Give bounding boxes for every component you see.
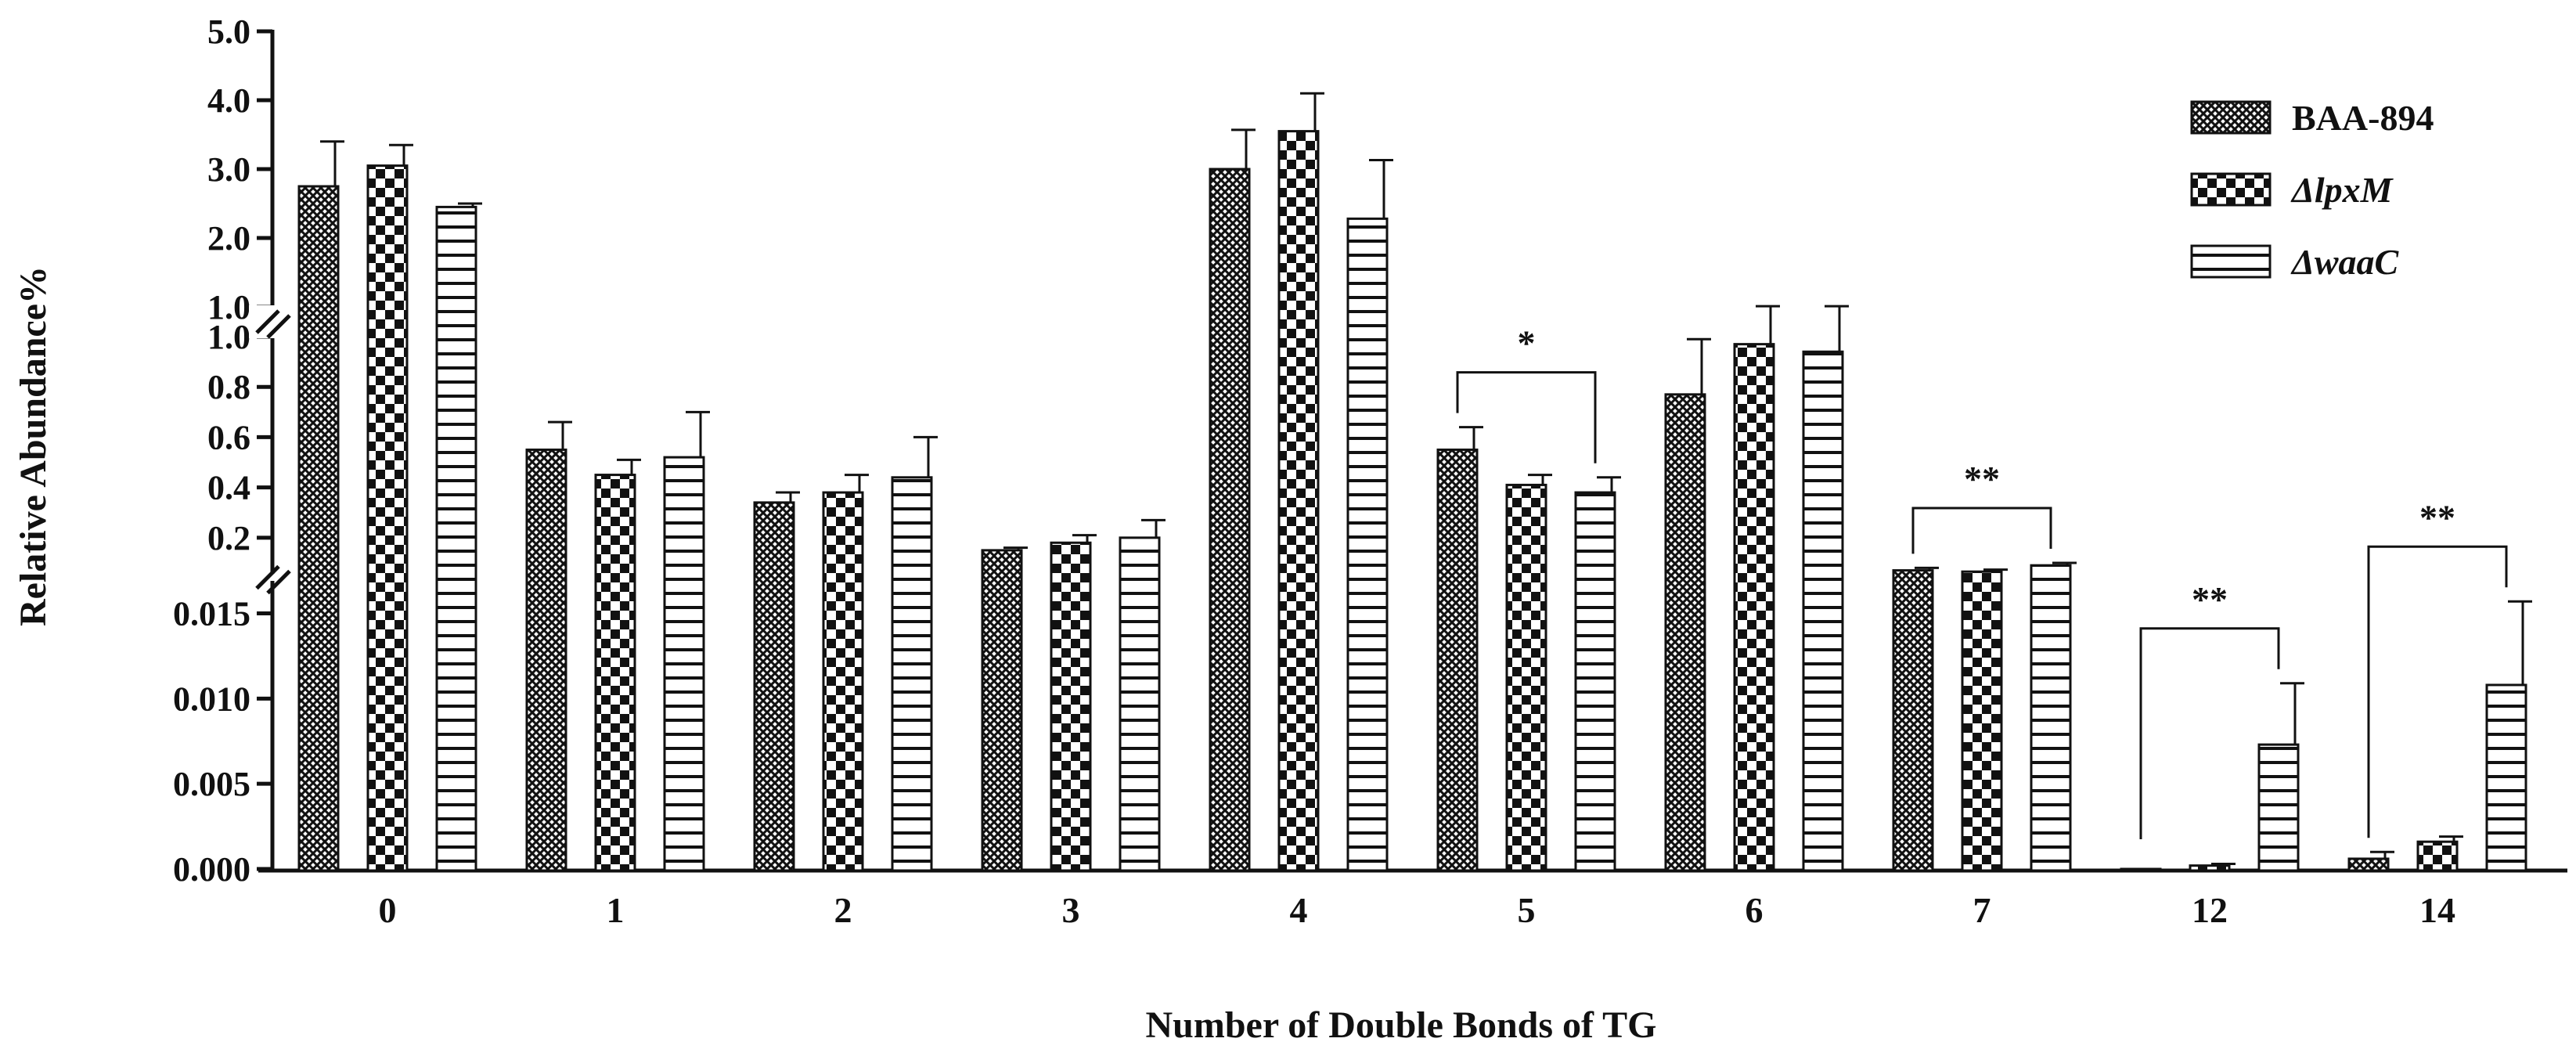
bar [2120,867,2162,872]
legend-label: BAA-894 [2292,98,2434,138]
y-tick-label: 1.0 [207,288,250,326]
bar [663,456,705,872]
bar [1892,569,1934,872]
bar [297,185,340,872]
axis-break-mark [255,309,280,334]
bars [297,130,2527,872]
bar [1505,483,1547,872]
x-tick-label: 4 [1290,890,1308,930]
bar [2485,683,2527,872]
bar [1436,448,1479,872]
x-tick-label: 14 [2419,890,2455,930]
legend: BAA-894 ΔlpxM ΔwaaC [2190,98,2434,282]
bar [2257,743,2300,872]
significance-brackets: ******* [1456,323,2508,839]
y-tick-label: 0.015 [173,595,250,633]
x-tick-label: 0 [379,890,397,930]
x-tick-label: 3 [1062,890,1080,930]
axis-break-mark [266,314,291,339]
x-tick-labels: 0 1 2 3 4 5 6 7 12 14 [379,890,2456,930]
x-tick-label: 5 [1518,890,1536,930]
bar [1574,491,1616,872]
y-tick-label: 2.0 [207,219,250,258]
significance-bracket [1911,507,2052,554]
bar [1119,536,1161,872]
bar [2189,864,2231,872]
axis-break-mark [266,569,291,595]
x-tick-label: 12 [2192,890,2228,930]
axes: 0.000 0.005 0.010 0.015 0.2 0.4 0.6 0.8 1.01.0 2.… [173,13,2567,889]
significance-bracket [2139,627,2280,839]
x-axis-label: Number of Double Bonds of TG [1145,1004,1656,1046]
legend-label: ΔlpxM [2290,170,2394,210]
significance-label: ** [1964,459,2000,499]
y-tick-label: 0.2 [207,519,250,557]
axis-break-gap [249,574,296,581]
error-bars [320,92,2532,866]
y-axis-label: Relative Abundance% [13,266,54,626]
bar [525,448,567,872]
significance-label: ** [2192,579,2228,619]
bar [753,501,795,872]
axis-break-mark [255,564,280,590]
significance-label: * [1518,323,1536,363]
bar [981,549,1023,872]
bar [1664,393,1706,872]
bar [1209,168,1251,872]
bar [822,491,864,872]
bar [891,476,933,872]
y-tick-label: 5.0 [207,13,250,51]
bar [1961,570,2003,872]
significance-label: ** [2419,497,2455,537]
y-tick-label: 1.0 [207,318,250,356]
bar [2416,840,2459,872]
x-tick-label: 1 [607,890,625,930]
bar [1733,343,1775,872]
y-tick-label: 3.0 [207,150,250,189]
bar [1277,130,1320,872]
legend-label: ΔwaaC [2290,242,2400,282]
legend-swatch [2190,244,2272,279]
y-tick-label: 0.6 [207,418,250,456]
y-tick-label: 0.8 [207,368,250,406]
y-tick-label: 0.005 [173,765,250,803]
bar [1802,350,1844,872]
legend-swatch [2190,100,2272,135]
bar [366,164,409,872]
x-tick-label: 2 [834,890,852,930]
legend-swatch [2190,172,2272,207]
y-tick-label: 4.0 [207,81,250,120]
bar [594,474,636,872]
bar [2347,857,2390,872]
y-tick-label: 0.4 [207,469,250,507]
bar [1346,217,1389,872]
x-tick-label: 7 [1973,890,1991,930]
x-tick-label: 6 [1746,890,1764,930]
significance-bracket [2367,545,2508,838]
bar [435,205,477,872]
bar [2030,564,2072,872]
y-tick-label: 0.000 [173,850,250,889]
significance-bracket [1456,371,1597,463]
y-tick-label: 0.010 [173,680,250,718]
bar [1050,541,1092,872]
